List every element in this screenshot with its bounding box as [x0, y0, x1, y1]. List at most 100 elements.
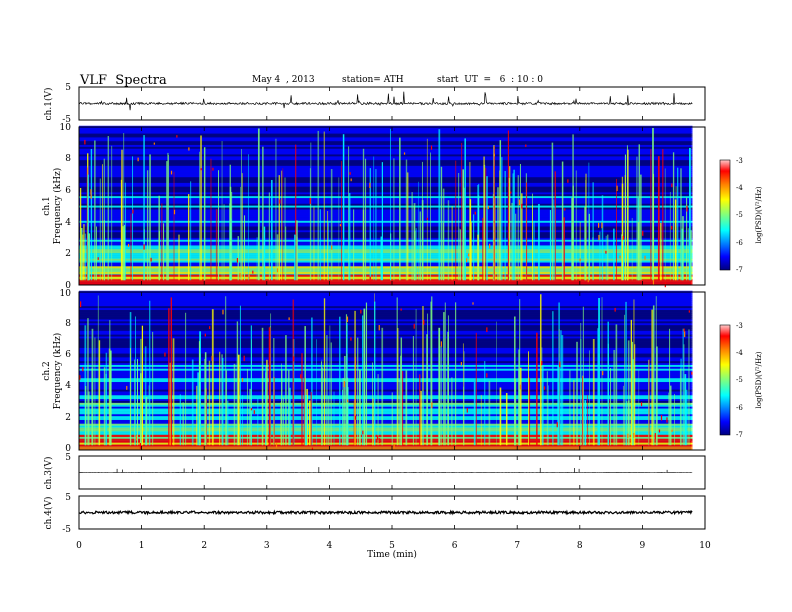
- spectrogram-streak: [451, 377, 453, 446]
- spectrogram-hotspot: [79, 375, 81, 380]
- spectrogram-streak: [256, 237, 258, 281]
- spectrogram-streak: [268, 192, 270, 281]
- spectrogram-streak: [289, 387, 291, 446]
- spectrogram-streak: [236, 321, 239, 446]
- spectrogram-band: [79, 195, 693, 199]
- ch4-waveform-plot: [78, 509, 693, 516]
- spectrogram-streak: [321, 367, 323, 446]
- spectrogram-streak: [440, 166, 443, 281]
- spectrogram-band: [79, 334, 693, 337]
- spectrogram-band: [79, 182, 693, 185]
- spectrogram-streak: [669, 191, 671, 281]
- spectrogram-hotspot: [671, 225, 673, 230]
- spectrogram-band: [79, 139, 693, 142]
- spectrogram-hotspot: [472, 302, 474, 305]
- spectrogram-streak: [458, 228, 460, 281]
- spectrogram-hotspot: [633, 432, 635, 438]
- spectrogram-hotspot: [489, 243, 491, 249]
- spectrogram-band: [79, 429, 693, 432]
- spectrogram-streak: [607, 234, 609, 281]
- spectrogram-hotspot: [519, 384, 521, 390]
- spectrogram-band: [79, 277, 693, 280]
- spectrogram-band: [79, 298, 693, 301]
- spectrogram-band: [79, 283, 693, 286]
- spectrogram-band: [79, 358, 693, 362]
- spectrogram-tone-line: [79, 438, 693, 441]
- ch2-freq-tick-6: 6: [65, 350, 71, 360]
- spectrogram-band: [79, 137, 693, 140]
- spectrogram-streak: [200, 135, 202, 281]
- spectrogram-band: [79, 127, 693, 130]
- spectrogram-hotspot: [349, 172, 351, 175]
- spectrogram-band: [79, 324, 693, 328]
- spectrogram-streak: [248, 154, 249, 281]
- ch1-cbar-tick-m4: -4: [736, 184, 743, 192]
- spectrogram-streak: [257, 128, 260, 281]
- spectrogram-band: [79, 340, 693, 343]
- spectrogram-streak: [519, 163, 521, 281]
- ch1-freq-tick-6: 6: [65, 186, 71, 196]
- spectrogram-streak: [330, 342, 332, 446]
- spectrogram-band: [79, 341, 693, 345]
- spectrogram-streak: [123, 133, 125, 281]
- spectrogram-streak: [613, 349, 616, 446]
- spectrogram-streak: [85, 386, 87, 446]
- spectrogram-hotspot: [97, 257, 99, 260]
- spectrogram-band: [79, 322, 693, 326]
- ch1-freq-tick-0: 0: [65, 281, 71, 291]
- spectrogram-band: [79, 305, 693, 309]
- spectrogram-band: [79, 364, 693, 367]
- spectrogram-streak: [512, 173, 514, 281]
- spectrogram-streak: [660, 222, 662, 281]
- spectrogram-streak: [418, 181, 420, 281]
- spectrogram-streak: [599, 231, 601, 281]
- spectrogram-band: [79, 395, 693, 398]
- spectrogram-band: [79, 271, 693, 274]
- spectrogram-streak: [521, 193, 523, 281]
- spectrogram-hotspot: [564, 208, 566, 211]
- spectrogram-streak: [501, 157, 503, 281]
- spectrogram-band: [79, 398, 693, 402]
- spectrogram-hotspot: [252, 270, 254, 274]
- spectrogram-streak: [198, 341, 200, 446]
- spectrogram-streak: [420, 390, 422, 446]
- ch2-freq-tick-0: 0: [65, 444, 71, 454]
- spectrogram-band: [79, 357, 693, 360]
- spectrogram-band: [79, 233, 693, 237]
- spectrogram-streak: [88, 233, 90, 281]
- spectrogram-streak: [686, 197, 688, 281]
- spectrogram-hotspot: [300, 374, 302, 379]
- spectrogram-streak: [478, 183, 480, 281]
- spectrogram-hotspot: [331, 245, 333, 250]
- spectrogram-streak: [682, 328, 684, 446]
- spectrogram-streak: [296, 236, 298, 281]
- spectrogram-band: [79, 330, 693, 333]
- spectrogram-streak: [221, 140, 223, 281]
- spectrogram-streak: [573, 380, 575, 446]
- spectrogram-band: [79, 140, 693, 144]
- spectrogram-band: [79, 169, 693, 172]
- spectrogram-streak: [144, 346, 147, 446]
- spectrogram-band: [79, 224, 693, 227]
- spectrogram-streak: [103, 367, 106, 446]
- spectrogram-streak: [576, 341, 578, 446]
- spectrogram-band: [79, 192, 693, 195]
- spectrogram-streak: [656, 346, 658, 446]
- spectrogram-band: [79, 256, 693, 259]
- spectrogram-hotspot: [139, 443, 141, 449]
- spectrogram-tone-line: [79, 434, 693, 437]
- spectrogram-streak: [514, 316, 516, 446]
- spectrogram-streak: [372, 398, 374, 446]
- spectrogram-streak: [399, 137, 401, 281]
- spectrogram-band: [79, 254, 693, 257]
- spectrogram-hotspot: [135, 435, 138, 441]
- station-label: station= ATH: [342, 75, 404, 85]
- spectrogram-streak: [257, 398, 259, 446]
- ch2-freq-tick-10: 10: [60, 289, 72, 299]
- spectrogram-streak: [551, 142, 554, 281]
- spectrogram-band: [79, 264, 693, 267]
- spectrogram-streak: [90, 149, 93, 281]
- spectrogram-streak: [616, 178, 617, 281]
- spectrogram-hotspot: [362, 430, 364, 435]
